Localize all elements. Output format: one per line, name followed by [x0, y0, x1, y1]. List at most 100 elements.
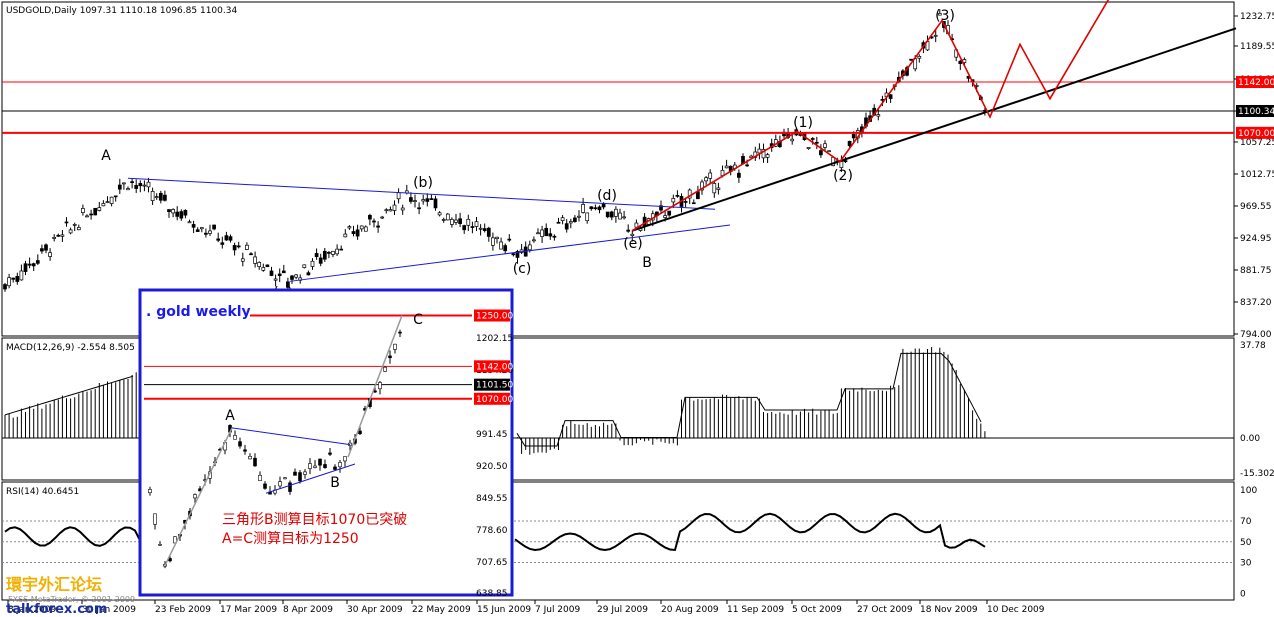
candle-body: [318, 257, 323, 264]
inset-wave-c-line: [347, 315, 403, 458]
candle-body: [671, 198, 676, 203]
rsi-tick-label: 70: [1240, 517, 1252, 527]
candle-body: [556, 221, 561, 224]
inset-candle-body: [148, 489, 152, 494]
price-tick-label: 1012.75: [1240, 170, 1274, 180]
date-label: 29 Jul 2009: [597, 605, 648, 615]
candle-body: [466, 218, 471, 226]
inset-tick-label: 707.65: [476, 558, 508, 568]
candle-body: [958, 60, 963, 64]
triangle-upper-line: [127, 177, 716, 210]
candle-body: [724, 165, 729, 169]
candle-body: [696, 191, 700, 200]
price-tag-bg: [1236, 105, 1274, 117]
date-label: 15 Jun 2009: [477, 605, 531, 615]
candle-body: [843, 160, 848, 163]
candle-body: [81, 208, 85, 213]
inset-wave-label: B: [330, 475, 340, 491]
candle-body: [7, 277, 11, 287]
candle-body: [495, 236, 499, 239]
watermark-url: talkforex.com: [6, 602, 107, 617]
candle-body: [888, 94, 893, 99]
candle-body: [208, 230, 212, 234]
inset-candle-body: [293, 471, 297, 476]
candle-body: [396, 192, 401, 200]
rsi-tick-label: 100: [1240, 486, 1257, 496]
price-tick-label: 794.00: [1240, 330, 1272, 340]
rsi-tick-label: 50: [1240, 538, 1252, 548]
price-tag-label: 1100.34: [1238, 107, 1274, 117]
candle-body: [117, 184, 122, 190]
inset-price-tag-label: 1101.50: [476, 381, 513, 391]
candle-body: [421, 199, 426, 202]
rsi-tick-label: 0: [1240, 590, 1246, 600]
price-tick-label: 924.95: [1240, 234, 1272, 244]
candle-body: [40, 248, 44, 252]
date-label: 5 Oct 2009: [792, 605, 842, 615]
candle-body: [388, 209, 393, 212]
candle-body: [527, 244, 532, 251]
candle-body: [101, 203, 106, 207]
candle-body: [335, 248, 339, 255]
candle-body: [564, 223, 569, 230]
candle-body: [158, 192, 163, 201]
candle-body: [249, 253, 253, 256]
date-label: 23 Feb 2009: [155, 605, 211, 615]
inset-tick-label: 638.85: [476, 589, 508, 599]
macd-series: [2, 347, 1234, 455]
inset-candle-body: [343, 456, 347, 462]
inset-tick-label: 1202.15: [476, 334, 513, 344]
candle-body: [409, 197, 413, 202]
candle-body: [478, 227, 483, 230]
macd-signal-right: [516, 352, 982, 447]
candle-body: [191, 224, 196, 228]
triangle-lower-line: [289, 224, 731, 282]
inset-candle-body: [323, 464, 327, 468]
candle-body: [351, 231, 356, 235]
candle-body: [31, 263, 36, 267]
candle-body: [814, 141, 819, 144]
inset-price-tag-bg: [474, 360, 510, 373]
candle-body: [204, 232, 208, 235]
price-axis: 1232.751189.551146.351100.341057.251012.…: [1234, 12, 1274, 600]
price-tick-label: 837.20: [1240, 298, 1272, 308]
candle-body: [876, 114, 881, 117]
price-tick-label: 1189.55: [1240, 42, 1274, 52]
inset-wave-label: C: [413, 312, 423, 328]
candle-body: [704, 177, 708, 182]
inset-tick-label: 920.50: [476, 462, 508, 472]
inset-candle-body: [338, 462, 342, 468]
inset-candle-body: [243, 449, 247, 452]
candle-body: [532, 239, 536, 242]
candle-body: [581, 204, 585, 213]
candle-body: [819, 150, 823, 156]
candle-body: [601, 203, 606, 208]
candle-body: [245, 244, 249, 250]
inset-candle-body: [158, 543, 162, 546]
candle-body: [597, 206, 602, 211]
inset-tick-label: 778.60: [476, 526, 508, 536]
candle-body: [195, 229, 200, 232]
candle-body: [757, 148, 762, 154]
candle-body: [482, 228, 487, 231]
wave-label: B: [642, 255, 652, 271]
inset-weekly-chart: ABC 1202.151134.20991.45920.50849.55778.…: [138, 288, 514, 599]
inset-candle-body: [173, 536, 177, 544]
macd-tick-label: 37.78: [1240, 341, 1266, 351]
candle-body: [429, 198, 434, 200]
candle-body: [60, 234, 65, 237]
candle-body: [269, 270, 274, 276]
candle-body: [515, 251, 520, 258]
candle-body: [52, 237, 57, 239]
main-candles: [3, 9, 987, 292]
candle-body: [261, 267, 266, 271]
date-label: 30 Jan 2009: [82, 605, 136, 615]
inset-candle-body: [278, 481, 282, 487]
wave-label: (b): [413, 175, 433, 191]
candle-body: [573, 217, 577, 222]
candle-body: [220, 242, 225, 245]
candle-body: [310, 260, 315, 267]
candle-body: [327, 252, 331, 254]
candle-body: [474, 221, 479, 227]
candle-body: [273, 278, 278, 281]
